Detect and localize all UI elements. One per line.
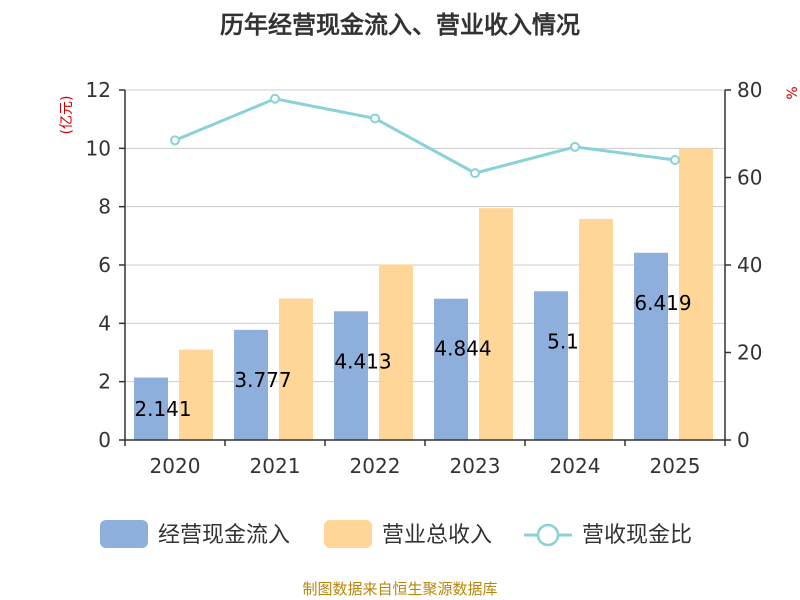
legend-item-2: 营业总收入 — [324, 520, 492, 548]
right-tick-label: 0 — [737, 428, 750, 452]
bar-revenue-2022 — [379, 264, 413, 440]
data-label-cash-inflow-2021: 3.777 — [234, 368, 291, 392]
axes-group: 0 2 4 6 8 10 12 0 20 40 60 80 2020 2021 2022 2023 2024 20… — [86, 78, 763, 478]
x-tick-label-2025: 2025 — [650, 454, 701, 478]
legend-label-2: 营业总收入 — [382, 523, 492, 548]
data-label-cash-inflow-2025: 6.419 — [634, 291, 691, 315]
bar-revenue-2025 — [679, 148, 713, 441]
legend: 经营现金流入 营业总收入 营收现金比 — [100, 520, 692, 548]
right-tick-label: 40 — [737, 253, 762, 277]
left-tick-label: 0 — [98, 428, 111, 452]
point-ratio-2022 — [370, 113, 380, 124]
data-label-cash-inflow-2024: 5.1 — [547, 329, 579, 353]
bar-cash-inflow-2020 — [134, 377, 168, 440]
bar-cash-inflow-2024 — [534, 291, 568, 440]
bar-cash-inflow-2021 — [234, 329, 268, 440]
data-label-cash-inflow-2022: 4.413 — [334, 349, 391, 373]
x-tick-label-2022: 2022 — [350, 454, 401, 478]
line-ratio — [174, 97, 676, 175]
legend-item-1: 经营现金流入 — [100, 520, 290, 548]
legend-swatch-1 — [100, 520, 148, 548]
x-tick-label-2021: 2021 — [250, 454, 301, 478]
right-axis-label: % — [785, 86, 800, 99]
legend-label-3: 营收现金比 — [582, 523, 692, 548]
bar-cash-inflow-2022 — [334, 311, 368, 440]
data-label-cash-inflow-2020: 2.141 — [134, 397, 191, 421]
legend-label-1: 经营现金流入 — [158, 523, 290, 548]
point-ratio-2021 — [270, 93, 280, 104]
left-tick-label: 4 — [98, 311, 111, 335]
left-tick-label: 6 — [98, 253, 111, 277]
point-ratio-2023 — [470, 168, 480, 179]
left-tick-label: 12 — [86, 78, 111, 102]
grid-lines — [125, 89, 725, 383]
left-tick-label: 2 — [98, 370, 111, 394]
right-tick-label: 20 — [737, 341, 762, 365]
left-tick-label: 10 — [86, 136, 111, 160]
bar-revenue-2020 — [179, 349, 213, 440]
data-labels-group: 2.141 3.777 4.413 4.844 5.1 6.419 — [134, 291, 691, 421]
left-axis-label: (亿元) — [59, 96, 75, 135]
right-tick-label: 80 — [737, 78, 762, 102]
chart-title: 历年经营现金流入、营业收入情况 — [220, 11, 580, 39]
bar-revenue-2021 — [279, 298, 313, 440]
right-tick-label: 60 — [737, 166, 762, 190]
line-series-group — [170, 93, 680, 179]
bars-group — [134, 148, 713, 441]
x-tick-label-2024: 2024 — [550, 454, 601, 478]
legend-swatch-2 — [324, 520, 372, 548]
x-tick-label-2023: 2023 — [450, 454, 501, 478]
point-ratio-2025 — [670, 155, 680, 165]
point-ratio-2020 — [170, 135, 180, 146]
bar-revenue-2024 — [579, 218, 613, 440]
point-ratio-2024 — [570, 141, 580, 152]
source-note: 制图数据来自恒生聚源数据库 — [302, 580, 497, 598]
x-tick-label-2020: 2020 — [150, 454, 201, 478]
bar-cash-inflow-2025 — [634, 252, 668, 440]
data-label-cash-inflow-2023: 4.844 — [434, 337, 491, 361]
legend-marker-swatch — [536, 523, 560, 547]
legend-item-3: 营收现金比 — [524, 523, 692, 548]
left-tick-label: 8 — [98, 195, 111, 219]
bar-revenue-2023 — [479, 208, 513, 440]
bar-cash-inflow-2023 — [434, 298, 468, 440]
